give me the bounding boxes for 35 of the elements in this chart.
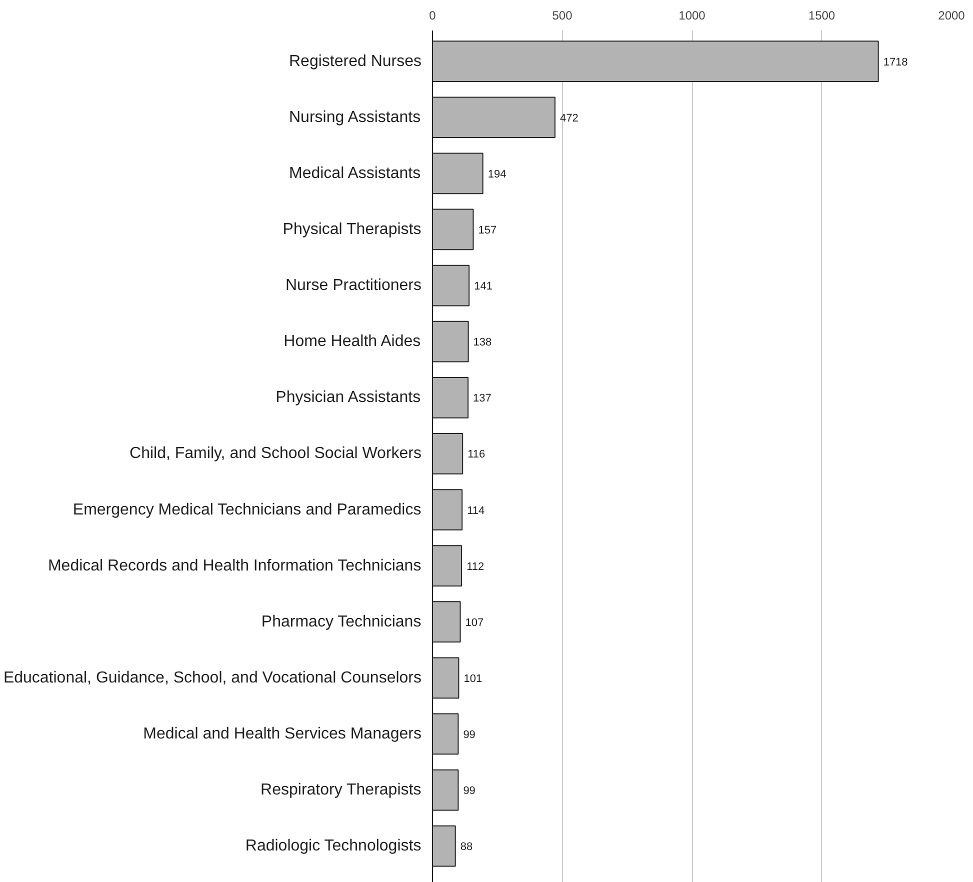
y-tick-label: Registered Nurses — [289, 52, 422, 70]
x-tick-label: 500 — [552, 8, 573, 22]
data-label: 99 — [463, 785, 476, 798]
data-label: 1718 — [883, 56, 908, 68]
y-tick-label: Emergency Medical Technicians and Paramedics — [72, 501, 422, 518]
y-tick-label: Medical Assistants — [289, 164, 421, 182]
data-label: 138 — [473, 336, 492, 349]
data-label: 99 — [463, 728, 476, 741]
x-tick-label: 0 — [429, 8, 436, 22]
x-tick-label: 1000 — [678, 8, 706, 22]
y-tick-label: Nursing Assistants — [289, 108, 421, 126]
y-tick-label: Nurse Practitioners — [285, 277, 422, 294]
y-tick-label: Physical Therapists — [282, 220, 422, 238]
data-label: 472 — [560, 112, 578, 124]
y-tick-label: Educational, Guidance, School, and Vocational Counselors — [3, 669, 422, 686]
data-label: 107 — [465, 616, 484, 629]
y-tick-label: Pharmacy Technicians — [261, 613, 422, 630]
x-tick-label: 1500 — [808, 8, 836, 22]
data-label: 112 — [466, 560, 484, 573]
data-label: 137 — [473, 392, 492, 405]
data-label: 194 — [488, 168, 506, 180]
x-tick-label: 2000 — [938, 8, 966, 22]
y-tick-label: Home Health Aides — [284, 333, 421, 350]
data-label: 116 — [468, 448, 486, 461]
y-tick-label: Radiologic Technologists — [245, 838, 422, 855]
y-tick-label: Medical and Health Services Managers — [143, 725, 422, 742]
y-tick-label: Medical Records and Health Information Technicians — [48, 557, 422, 574]
data-label: 114 — [467, 504, 485, 517]
data-label: 141 — [474, 280, 492, 293]
y-tick-label: Respiratory Therapists — [260, 782, 422, 799]
data-label: 88 — [460, 841, 473, 854]
y-tick-label: Child, Family, and School Social Workers — [130, 445, 422, 462]
data-label: 101 — [464, 672, 482, 685]
data-label: 157 — [478, 224, 497, 236]
y-tick-label: Physician Assistants — [276, 389, 421, 406]
